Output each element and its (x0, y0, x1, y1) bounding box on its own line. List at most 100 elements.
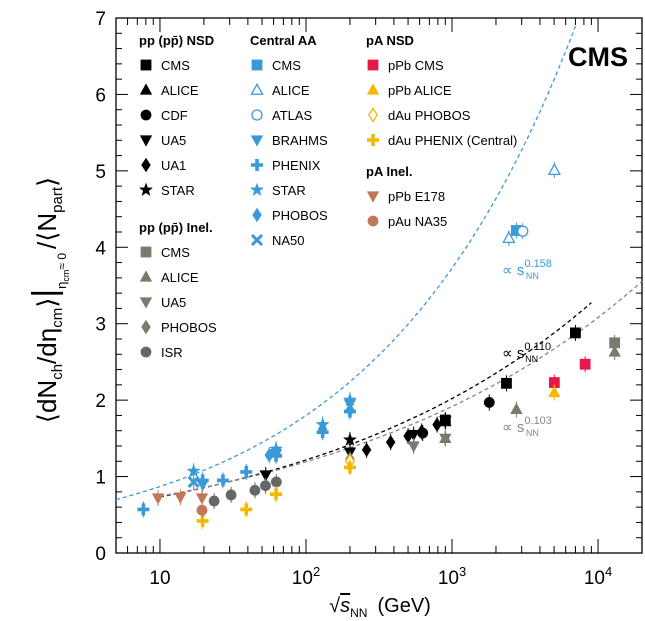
y-title-part5: ⟩ (32, 177, 62, 187)
data-point (317, 421, 328, 437)
legend-entry: STAR (272, 183, 306, 198)
legend-marker (250, 233, 264, 247)
data-point (216, 474, 229, 487)
legend-entry: PHOBOS (272, 208, 328, 223)
series-pa-inel-ppb-e178 (151, 489, 209, 506)
series-pa-inel-pau-na35 (196, 502, 208, 519)
series-pa-nsd-ppb-alice (548, 384, 561, 401)
legend-marker (139, 83, 153, 95)
data-point (385, 434, 396, 450)
legend-marker (140, 109, 152, 121)
fit-labels: ∝ s0.158 NN ∝ s0.110 NN ∝ s0.103 NN (502, 258, 552, 438)
legend-marker (367, 107, 379, 123)
legend-marker (139, 297, 153, 309)
data-point (345, 402, 355, 418)
series-pp-pp-inel-ua5 (407, 430, 452, 454)
legend-entry: PHENIX (272, 158, 321, 173)
data-point (547, 162, 561, 175)
y-title-eta-cm: cm (61, 270, 71, 282)
data-point (270, 488, 283, 501)
legend-entry: NA50 (272, 233, 305, 248)
data-point (249, 484, 261, 496)
data-point (240, 465, 253, 478)
data-point (208, 495, 220, 507)
data-point (439, 433, 452, 445)
svg-text:⟨dNch/dηcm⟩|ηcm≈ 0/⟨Npart⟩: ⟨dNch/dηcm⟩|ηcm≈ 0/⟨Npart⟩ (26, 177, 71, 423)
series-central-aa-na50 (187, 473, 200, 490)
legend-entry: pPb E178 (388, 189, 445, 204)
legend-entry: dAu PHENIX (Central) (388, 133, 517, 148)
data-point (196, 504, 208, 516)
x-axis-s: s (340, 595, 350, 617)
legend-group-pp-pp-nsd: pp (pp̄) NSD CMS ALICE CDF UA5 UA1 STAR (138, 33, 214, 198)
legend-entry: CDF (161, 108, 188, 123)
y-title-cm: cm (49, 308, 66, 328)
legend-marker (139, 270, 153, 282)
legend-entry: CMS (161, 58, 190, 73)
legend-entry: ALICE (272, 83, 310, 98)
data-point (407, 441, 420, 453)
data-point (439, 416, 452, 428)
legend-entry: UA5 (161, 295, 186, 310)
legend-marker (140, 59, 152, 71)
legend-entry: pPb ALICE (388, 83, 452, 98)
data-point (151, 493, 165, 505)
legend-group-central-aa: Central AA CMS ALICE ATLAS BRAHMS PHENIX STAR P… (249, 33, 328, 248)
legend-marker (367, 134, 379, 146)
series-central-aa-phobos (197, 402, 355, 491)
y-title-part: part (49, 186, 66, 213)
legend-marker (250, 135, 264, 147)
series-central-aa-atlas (517, 223, 529, 240)
fit-curve-2 (159, 280, 643, 497)
legend-group-title: Central AA (250, 33, 317, 48)
data-point (579, 358, 591, 370)
data-points (137, 162, 621, 529)
legend-marker (252, 207, 262, 223)
series-central-aa-star (186, 392, 358, 480)
data-point (361, 442, 372, 458)
y-tick-label: 1 (95, 468, 106, 489)
x-axis-root: √ (329, 595, 340, 617)
legend-group-title: pA Inel. (366, 164, 412, 179)
legend-entry: UA5 (161, 133, 186, 148)
legend-entry: CMS (161, 245, 190, 260)
series-central-aa-alice (502, 162, 561, 247)
y-title-part1: ⟨dN (32, 380, 62, 423)
data-point (548, 385, 561, 398)
y-title-ch: ch (49, 364, 66, 380)
legend-marker (138, 182, 154, 197)
fit-label-2: ∝ s0.103 NN (502, 415, 552, 438)
legend-entry: ISR (161, 345, 183, 360)
data-point (195, 493, 209, 505)
legend-marker (366, 191, 380, 203)
series-pp-pp-nsd-ua1 (361, 416, 442, 458)
y-tick-label: 7 (95, 9, 106, 30)
legend-entry: ALICE (161, 270, 199, 285)
x-tick-label: 10 (149, 568, 170, 589)
x-tick-label: 104 (584, 564, 612, 589)
x-axis-unit: (GeV) (377, 595, 430, 617)
data-point (197, 475, 208, 490)
y-axis-title: ⟨dNch/dηcm⟩|ηcm≈ 0/⟨Npart⟩ (26, 177, 71, 423)
data-point (343, 461, 356, 474)
data-point (608, 345, 621, 357)
legend-entry: PHOBOS (161, 320, 217, 335)
y-title-part2: /dη (32, 328, 62, 364)
legend-group-pa-inel: pA Inel. pPb E178 pAu NA35 (366, 164, 447, 229)
data-point (570, 327, 581, 339)
y-title-eta-zero: ≈ 0 (55, 253, 69, 270)
legend-marker (367, 215, 379, 227)
y-title-part4: /⟨N (32, 213, 62, 249)
y-title-bar: | (26, 289, 64, 298)
legend-marker (140, 346, 152, 358)
legend-entry: BRAHMS (272, 133, 328, 148)
legend-group-pa-nsd: pA NSD pPb CMS pPb ALICE dAu PHOBOS dAu PHEN… (366, 33, 517, 148)
legend-entry: pPb CMS (388, 58, 444, 73)
legend-marker (250, 82, 264, 95)
data-point (271, 445, 281, 461)
x-axis-title: √sNN (GeV) (329, 595, 431, 620)
data-point (517, 225, 529, 237)
y-tick-label: 0 (95, 544, 106, 565)
